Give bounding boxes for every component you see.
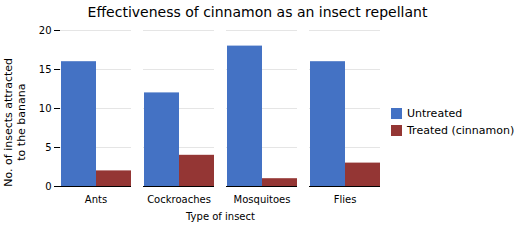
html-text:Effectiveness of cinnamon as a: Effectiveness of cinnamon as an insect r… bbox=[87, 4, 428, 20]
svg-text:Ants: Ants bbox=[85, 194, 107, 205]
html-text:No. of insects attracted to th: No. of insects attracted to the banana bbox=[2, 57, 28, 187]
html-text:Treated (cinnamon): Treated (cinnamon) bbox=[407, 124, 515, 137]
svg-text:15: 15 bbox=[39, 64, 52, 75]
svg-text:Cockroaches: Cockroaches bbox=[147, 194, 211, 205]
svg-text:10: 10 bbox=[39, 103, 52, 114]
svg-text:Flies: Flies bbox=[334, 194, 357, 205]
svg-text:Mosquitoes: Mosquitoes bbox=[234, 194, 291, 205]
svg-text:Type of insect: Type of insect bbox=[185, 211, 255, 222]
svg-text:5: 5 bbox=[45, 142, 51, 153]
svg-text:0: 0 bbox=[45, 181, 51, 192]
html-text:Untreated: Untreated bbox=[407, 107, 463, 120]
svg-text:20: 20 bbox=[39, 25, 52, 36]
